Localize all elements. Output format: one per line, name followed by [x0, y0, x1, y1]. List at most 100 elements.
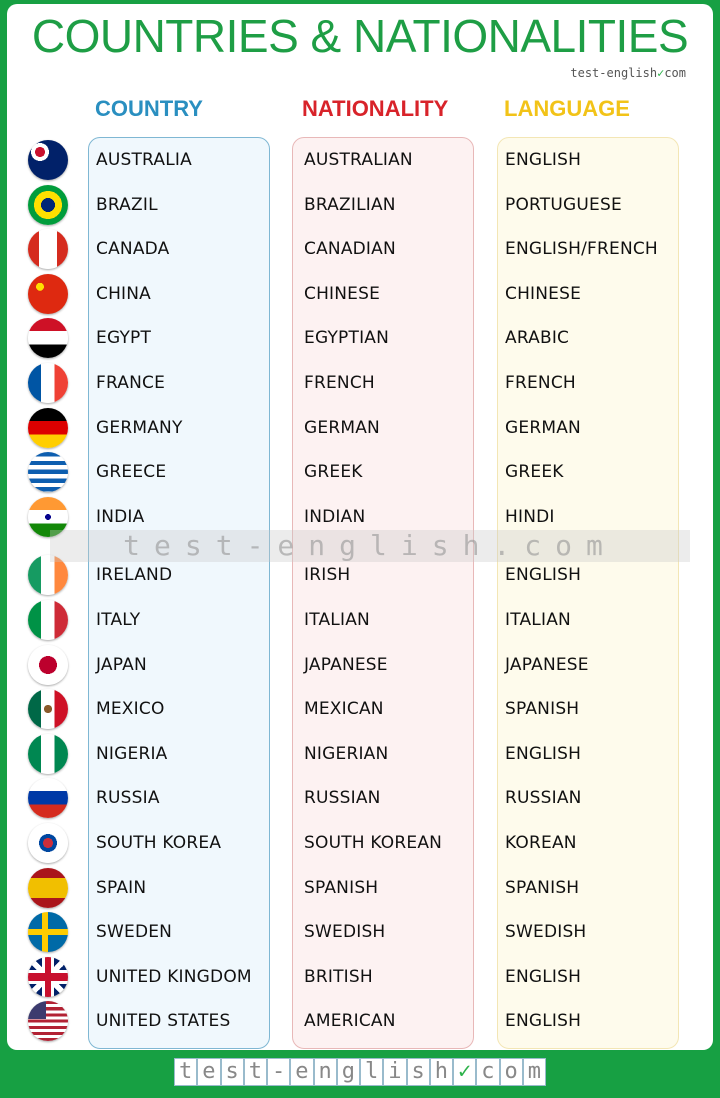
watermark: test-english.com — [50, 530, 690, 562]
nationality-column — [292, 137, 474, 1049]
country-cell: RUSSIA — [96, 788, 160, 809]
usa-flag-icon — [28, 1001, 68, 1042]
header-nationality: NATIONALITY — [302, 96, 449, 121]
language-cell: ITALIAN — [505, 610, 571, 630]
footer-letter: e — [197, 1058, 221, 1086]
nationality-cell: BRAZILIAN — [304, 194, 396, 215]
footer-letter: t — [174, 1058, 198, 1086]
country-cell: BRAZIL — [96, 194, 158, 215]
language-cell: ENGLISH — [505, 966, 582, 987]
language-cell: GERMAN — [505, 417, 581, 438]
sweden-flag-icon — [28, 912, 68, 953]
spain-flag-icon — [28, 867, 68, 908]
country-cell: UNITED STATES — [96, 1011, 231, 1032]
france-flag-icon — [28, 363, 68, 403]
footer-letter: e — [290, 1058, 314, 1086]
country-cell: CANADA — [96, 239, 170, 260]
footer-logo: t e s t - e n g l i s h ✓ c o m — [0, 1058, 720, 1086]
egypt-flag-icon — [28, 318, 68, 359]
country-cell: UNITED KINGDOM — [96, 966, 252, 987]
brand-name: test-english — [570, 66, 658, 80]
footer-letter: t — [243, 1058, 267, 1086]
nationality-cell: CANADIAN — [304, 239, 396, 260]
language-cell: JAPANESE — [505, 654, 589, 675]
footer-letter: s — [220, 1058, 244, 1086]
nationality-cell: IRISH — [304, 565, 351, 586]
nationality-cell: BRITISH — [304, 966, 373, 987]
nationality-cell: FRENCH — [304, 373, 375, 393]
footer-letter: - — [267, 1058, 291, 1086]
language-cell: RUSSIAN — [505, 788, 582, 809]
russia-flag-icon — [28, 778, 68, 819]
brazil-flag-icon — [28, 184, 68, 225]
country-cell: JAPAN — [96, 654, 147, 675]
nationality-cell: SPANISH — [304, 877, 379, 898]
nationality-cell: MEXICAN — [304, 699, 384, 720]
country-column — [88, 137, 270, 1049]
footer-letter: m — [522, 1058, 546, 1086]
country-cell: MEXICO — [96, 699, 165, 720]
uk-flag-icon — [28, 956, 68, 997]
footer-letter: h — [429, 1058, 453, 1086]
footer-letter: n — [313, 1058, 337, 1086]
nationality-cell: SOUTH KOREAN — [304, 833, 443, 853]
country-cell: NIGERIA — [96, 743, 168, 764]
japan-flag-icon — [28, 644, 68, 685]
nationality-cell: JAPANESE — [304, 654, 388, 675]
country-cell: EGYPT — [96, 328, 152, 349]
language-cell: ARABIC — [505, 328, 570, 349]
footer-letter: l — [360, 1058, 384, 1086]
country-cell: SPAIN — [96, 877, 147, 898]
nationality-cell: AUSTRALIAN — [304, 150, 413, 170]
language-cell: ENGLISH — [505, 565, 582, 586]
nationality-cell: EGYPTIAN — [304, 328, 390, 349]
brand-suffix: com — [664, 66, 686, 80]
nationality-cell: NIGERIAN — [304, 743, 389, 764]
italy-flag-icon — [28, 600, 68, 640]
china-flag-icon — [28, 273, 68, 314]
mexico-flag-icon — [28, 689, 68, 730]
country-cell: CHINA — [96, 283, 152, 304]
country-cell: SOUTH KOREA — [96, 833, 222, 853]
country-cell: GREECE — [96, 462, 167, 483]
country-cell: FRANCE — [96, 373, 166, 393]
language-cell: SWEDISH — [505, 922, 587, 943]
language-cell: HINDI — [505, 506, 555, 527]
language-column — [497, 137, 679, 1049]
language-cell: ENGLISH — [505, 150, 582, 170]
nationality-cell: SWEDISH — [304, 922, 386, 943]
footer-letter: s — [406, 1058, 430, 1086]
nationality-cell: AMERICAN — [304, 1011, 396, 1032]
language-cell: SPANISH — [505, 877, 580, 898]
ireland-flag-icon — [28, 555, 68, 596]
country-cell: INDIA — [96, 506, 145, 527]
nationality-cell: RUSSIAN — [304, 788, 381, 809]
language-cell: CHINESE — [505, 283, 582, 304]
germany-flag-icon — [28, 407, 68, 448]
language-cell: KOREAN — [505, 833, 577, 853]
country-cell: IRELAND — [96, 565, 173, 586]
country-cell: SWEDEN — [96, 922, 173, 943]
language-cell: GREEK — [505, 462, 564, 483]
check-icon: ✓ — [657, 66, 665, 80]
brand-logo: test-english✓com — [570, 66, 686, 80]
nationality-cell: INDIAN — [304, 506, 366, 527]
language-cell: SPANISH — [505, 699, 580, 720]
greece-flag-icon — [28, 452, 68, 493]
nationality-cell: GERMAN — [304, 417, 380, 438]
south-korea-flag-icon — [28, 823, 68, 863]
nationality-cell: ITALIAN — [304, 610, 370, 630]
footer-letter: i — [383, 1058, 407, 1086]
page-title: COUNTRIES & NATIONALITIES — [31, 10, 689, 62]
language-cell: ENGLISH/FRENCH — [505, 239, 658, 260]
language-cell: FRENCH — [505, 373, 576, 393]
check-icon: ✓ — [453, 1058, 477, 1086]
footer-letter: c — [476, 1058, 500, 1086]
language-cell: ENGLISH — [505, 743, 582, 764]
nationality-cell: CHINESE — [304, 283, 381, 304]
nationality-cell: GREEK — [304, 462, 363, 483]
country-cell: ITALY — [96, 610, 141, 630]
australia-flag-icon — [28, 140, 68, 180]
header-country: COUNTRY — [95, 96, 203, 121]
canada-flag-icon — [28, 229, 68, 270]
